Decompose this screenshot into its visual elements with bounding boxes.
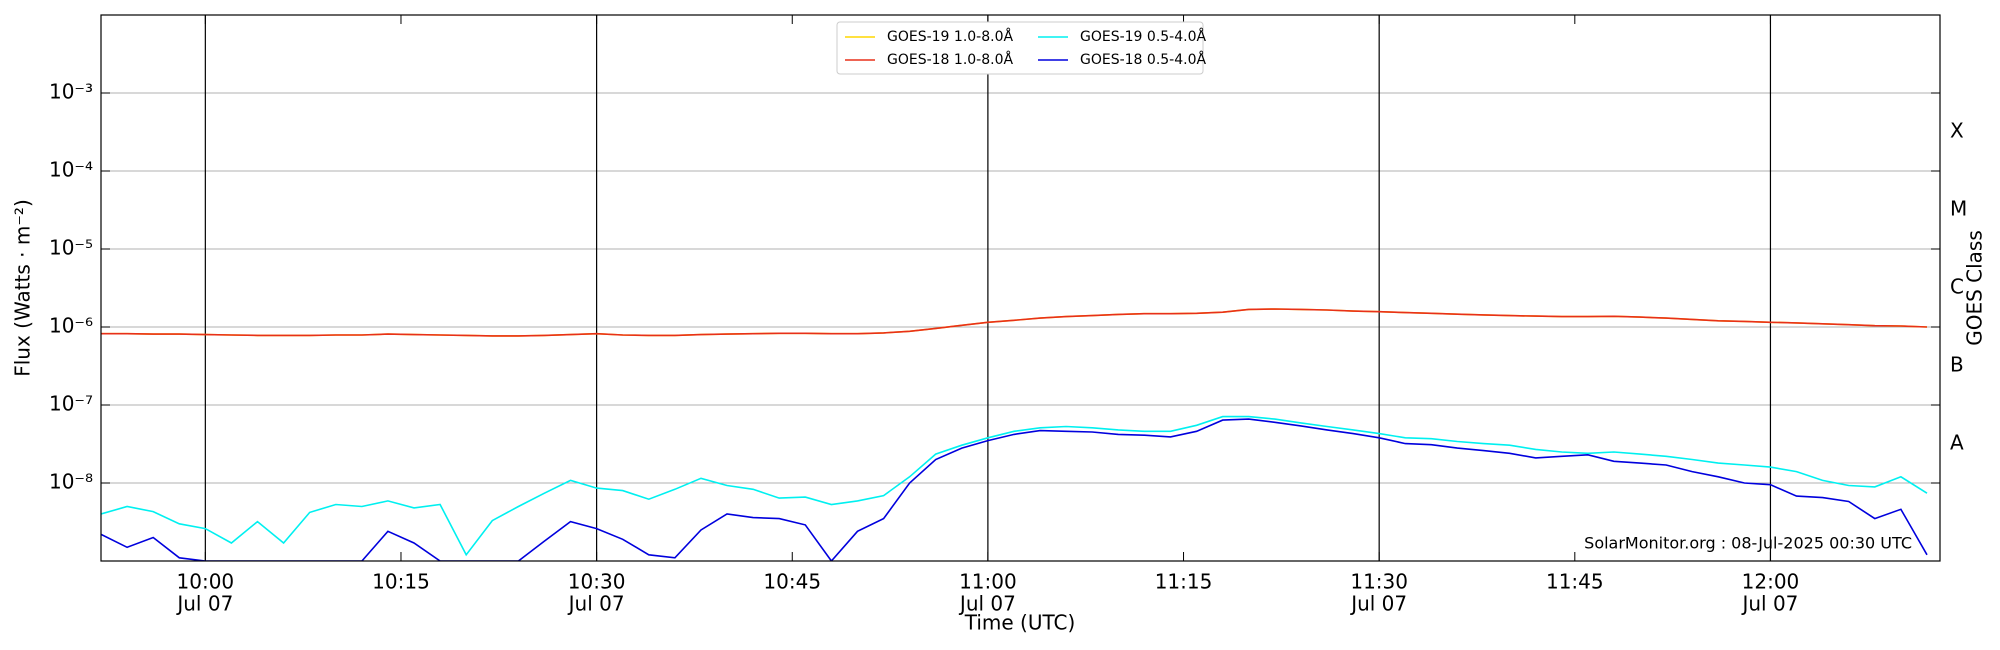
y-axis-label: Flux (Watts · m⁻²) — [11, 199, 35, 377]
y2-tick-label: C — [1950, 275, 1964, 299]
x-tick-date: Jul 07 — [958, 592, 1016, 616]
x-tick-label: 10:00 — [177, 570, 235, 594]
x-tick-label: 11:45 — [1546, 570, 1604, 594]
plot-frame — [100, 14, 1941, 562]
x-tick-label: 10:45 — [763, 570, 821, 594]
x-tick-date: Jul 07 — [1740, 592, 1798, 616]
series-line — [101, 308, 1928, 337]
series-line — [101, 308, 1928, 337]
y-tick-label: 10⁻⁴ — [49, 158, 93, 182]
x-tick-label: 11:15 — [1155, 570, 1213, 594]
y-tick-label: 10⁻³ — [49, 80, 93, 104]
x-axis-label: Time (UTC) — [964, 611, 1076, 635]
y-tick-label: 10⁻⁸ — [49, 470, 93, 494]
y2-tick-label: B — [1950, 353, 1964, 377]
x-tick-date: Jul 07 — [567, 592, 625, 616]
y-tick-label: 10⁻⁷ — [49, 392, 93, 416]
x-tick-label: 10:30 — [568, 570, 626, 594]
y-tick-label: 10⁻⁵ — [49, 236, 93, 260]
legend-label: GOES-18 0.5-4.0Å — [1080, 51, 1206, 68]
series-line — [101, 418, 1928, 561]
legend-label: GOES-19 0.5-4.0Å — [1080, 28, 1206, 45]
x-tick-label: 10:15 — [372, 570, 430, 594]
x-tick-label: 12:00 — [1742, 570, 1800, 594]
y2-tick-label: A — [1950, 431, 1964, 455]
y-tick-label: 10⁻⁶ — [49, 314, 93, 338]
legend-box — [836, 21, 1204, 75]
x-tick-label: 11:00 — [959, 570, 1017, 594]
y2-axis-label: GOES Class — [1963, 230, 1987, 346]
legend-label: GOES-18 1.0-8.0Å — [887, 51, 1013, 68]
y2-tick-label: M — [1950, 197, 1967, 221]
annotation: SolarMonitor.org : 08-Jul-2025 00:30 UTC — [1584, 534, 1912, 553]
legend-label: GOES-19 1.0-8.0Å — [887, 28, 1013, 45]
series-line — [101, 415, 1928, 557]
x-tick-date: Jul 07 — [175, 592, 233, 616]
x-tick-date: Jul 07 — [1349, 592, 1407, 616]
x-tick-label: 11:30 — [1350, 570, 1408, 594]
y2-tick-label: X — [1950, 119, 1964, 143]
